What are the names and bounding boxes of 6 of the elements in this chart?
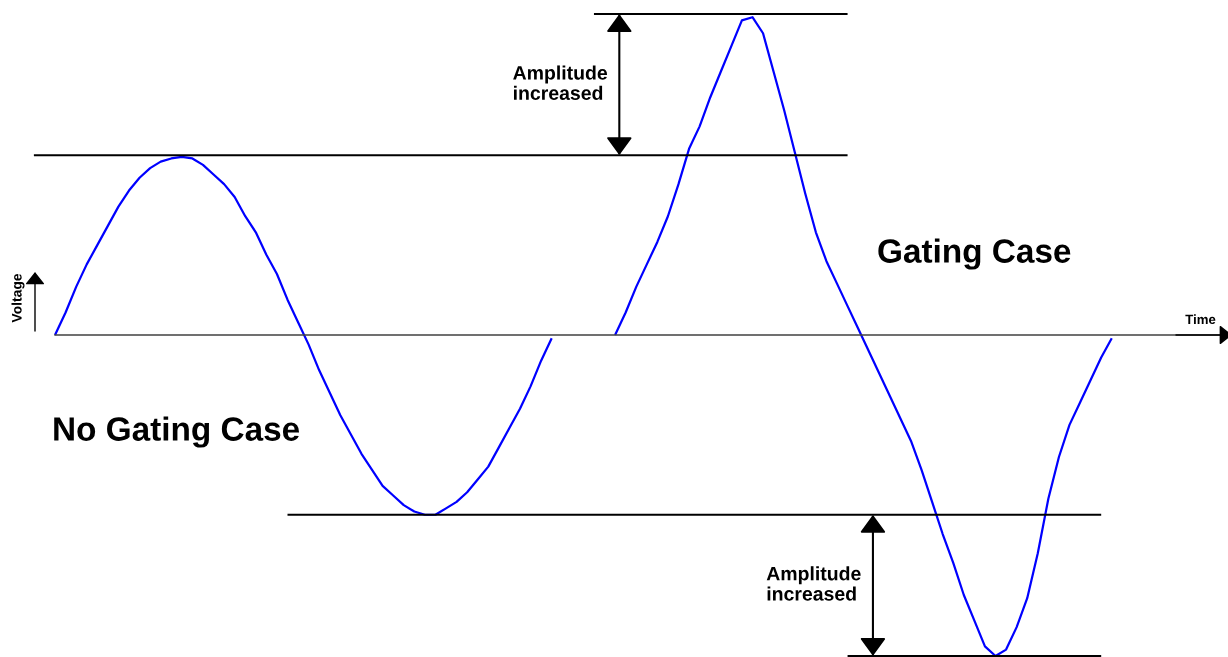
series-label: No Gating Case <box>54 416 300 448</box>
series-label: Gating Case <box>878 238 1071 270</box>
annotation: Amplitude increased <box>513 65 608 100</box>
text: Time <box>1185 314 1216 325</box>
y-axis-title: Voltage <box>11 273 25 323</box>
annotation: Amplitude increased <box>766 566 861 601</box>
